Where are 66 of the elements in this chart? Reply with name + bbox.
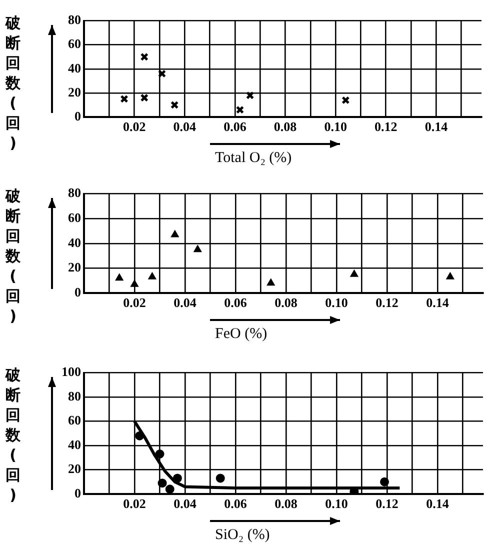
point (120, 94, 128, 104)
y-axis-title: 破断回数(回) (4, 365, 22, 505)
y-tick-label: 20 (68, 260, 81, 275)
point (148, 272, 156, 280)
y-tick-label: 80 (68, 185, 81, 200)
point (115, 274, 124, 281)
point (350, 270, 358, 277)
y-tick-label: 60 (68, 36, 81, 52)
x-axis-title: SiO₂ (%) (215, 527, 270, 544)
y-axis-title: 破断回数(回) (4, 186, 22, 326)
y-tick-label: 100 (62, 364, 81, 380)
point (155, 450, 164, 459)
point (266, 278, 275, 286)
y-tick-label: 80 (68, 12, 81, 28)
point (158, 478, 167, 488)
y-axis-title: 破断回数(回) (4, 13, 22, 153)
y-tick-label: 60 (68, 210, 81, 225)
x-tick-label: 0.04 (173, 119, 197, 134)
y-tick-label: 0 (74, 284, 81, 300)
x-axis-title: FeO (%) (215, 326, 268, 343)
y-tick-label: 0 (74, 108, 81, 124)
point (135, 431, 144, 440)
x-tick-label: 0.12 (374, 119, 398, 134)
point (194, 245, 202, 252)
x-tick-label: 0.08 (274, 496, 298, 512)
x-tick-label: 0.02 (123, 496, 146, 512)
point (380, 477, 390, 486)
point (170, 100, 179, 110)
x-tick-label: 0.04 (174, 496, 197, 512)
x-tick-label: 0.12 (376, 496, 398, 512)
x-tick-label: 0.08 (274, 119, 298, 134)
point (130, 280, 138, 287)
y-tick-label: 60 (68, 412, 81, 428)
x-tick-label: 0.10 (324, 119, 347, 134)
point (158, 70, 166, 78)
point (172, 474, 182, 483)
x-tick-label: 0.14 (426, 295, 450, 310)
y-tick-label: 20 (68, 84, 81, 100)
point (140, 94, 148, 102)
point (165, 484, 174, 494)
point (170, 230, 179, 238)
x-tick-label: 0.14 (426, 496, 450, 512)
point (236, 106, 244, 114)
x-tick-label: 0.08 (274, 295, 298, 310)
y-tick-label: 40 (68, 234, 81, 250)
point (246, 91, 254, 100)
y-tick-label: 20 (68, 461, 81, 476)
x-tick-label: 0.14 (424, 119, 448, 134)
point (342, 96, 350, 104)
x-tick-label: 0.02 (122, 119, 146, 134)
y-tick-label: 40 (68, 60, 81, 76)
x-tick-label: 0.10 (325, 295, 348, 310)
x-tick-label: 0.06 (224, 496, 248, 512)
x-tick-label: 0.12 (376, 295, 398, 310)
x-tick-label: 0.10 (325, 496, 348, 512)
point (140, 52, 148, 61)
point (216, 474, 225, 483)
x-tick-label: 0.06 (224, 119, 247, 134)
point (446, 272, 454, 280)
x-axis-title: Total O₂ (%) (215, 150, 292, 167)
x-tick-label: 0.06 (224, 295, 248, 310)
x-tick-label: 0.04 (174, 295, 197, 310)
y-tick-label: 0 (74, 485, 81, 500)
y-tick-label: 40 (68, 436, 81, 452)
x-tick-label: 0.02 (123, 295, 146, 310)
y-tick-label: 80 (68, 388, 81, 404)
